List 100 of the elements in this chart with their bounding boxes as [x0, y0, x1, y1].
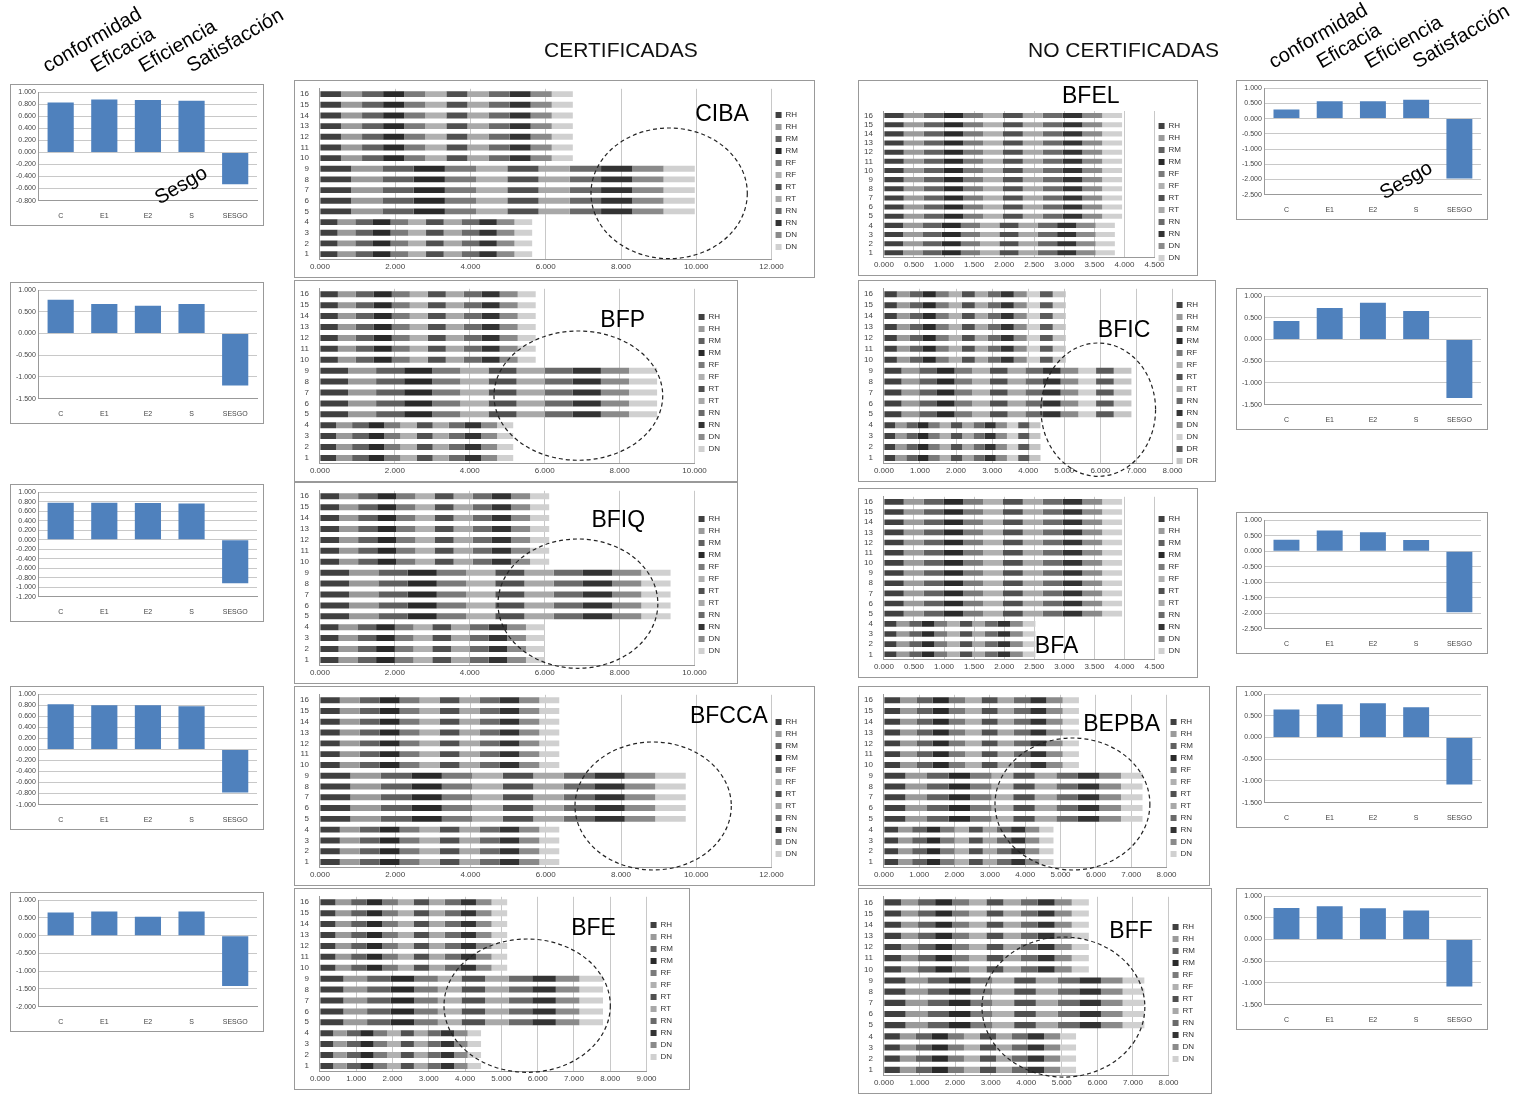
bar [1102, 149, 1123, 155]
y-tick-label: 11 [864, 547, 874, 557]
bar [601, 208, 633, 215]
bar [943, 204, 964, 210]
x-tick-label: 8.000 [600, 1074, 621, 1084]
text: BFIQ [591, 506, 646, 534]
bar [884, 313, 897, 320]
legend-label: RM [1182, 946, 1196, 956]
bar [594, 805, 625, 812]
bar [997, 761, 1014, 768]
bar [47, 502, 74, 540]
bar [350, 815, 381, 822]
bar [983, 113, 1003, 119]
bar [320, 794, 351, 801]
bar [436, 569, 467, 576]
bar [965, 729, 982, 736]
bar [954, 389, 973, 396]
bar [970, 772, 992, 779]
bar [448, 422, 465, 429]
bar [909, 323, 923, 330]
bar [932, 718, 949, 725]
bar [943, 549, 964, 556]
bar [339, 740, 360, 747]
bar [379, 751, 400, 758]
bar [516, 378, 545, 385]
legend-label: DN [1186, 432, 1199, 442]
bar [974, 345, 988, 352]
bar [922, 323, 936, 330]
bar [463, 291, 482, 298]
bar [1013, 323, 1027, 330]
bar [884, 149, 904, 155]
bar [909, 631, 922, 637]
bar [349, 569, 379, 576]
legend-label: RT [708, 384, 720, 394]
x-tick-label: 12.000 [759, 262, 785, 272]
bar [884, 158, 904, 164]
bar [434, 515, 454, 522]
legend-label: RF [708, 360, 720, 370]
bar [382, 197, 414, 204]
bar [445, 334, 464, 341]
bar [954, 848, 969, 855]
bar [379, 848, 400, 855]
bar [339, 718, 360, 725]
y-tick-label: 13 [299, 121, 310, 131]
bar [932, 708, 949, 714]
y-tick-label: 13 [299, 322, 310, 332]
bar [1039, 313, 1053, 320]
bar [544, 400, 573, 407]
legend-label: RH [1168, 526, 1181, 536]
bar [884, 499, 904, 505]
bar [499, 761, 520, 768]
bar [980, 250, 1000, 256]
y-tick-label: 10 [299, 153, 310, 163]
bar [1003, 943, 1021, 951]
legend-label: RM [785, 134, 799, 144]
bar [382, 208, 414, 215]
bar [355, 302, 374, 309]
bar [884, 761, 901, 768]
bar [408, 251, 427, 257]
bar [934, 651, 948, 658]
bar [339, 761, 360, 768]
bar [466, 569, 496, 576]
bar [346, 1062, 361, 1069]
bar [1102, 610, 1123, 617]
bar [572, 411, 601, 418]
y-tick-label: 4 [304, 824, 310, 834]
bar [553, 591, 583, 598]
y-tick-label: 16 [863, 289, 874, 299]
text: BFE [571, 914, 616, 942]
bar [954, 378, 973, 385]
y-tick-label: 5 [304, 206, 310, 216]
bar [1082, 560, 1103, 566]
bar [980, 232, 1000, 238]
bar [404, 91, 426, 98]
bar [499, 708, 520, 714]
bar [995, 1066, 1012, 1073]
bar [413, 656, 433, 663]
bar [432, 422, 449, 429]
bar [382, 921, 398, 928]
bar [476, 187, 508, 194]
bar [1030, 761, 1047, 768]
bar [969, 943, 987, 951]
bar [517, 334, 536, 341]
bar [485, 997, 509, 1004]
bar [91, 502, 118, 540]
bar [943, 610, 964, 617]
y-tick-label: 14 [299, 513, 310, 523]
bar [320, 378, 348, 385]
bar [987, 345, 1001, 352]
bar [1000, 291, 1014, 298]
bar [987, 313, 1001, 320]
bar [972, 621, 985, 627]
bar [1102, 167, 1123, 173]
bar [972, 378, 990, 385]
bar [952, 932, 970, 939]
bar [415, 525, 435, 532]
legend-label: RT [1182, 1006, 1194, 1016]
bar [460, 389, 489, 396]
bar [510, 558, 531, 565]
bar [222, 540, 249, 584]
